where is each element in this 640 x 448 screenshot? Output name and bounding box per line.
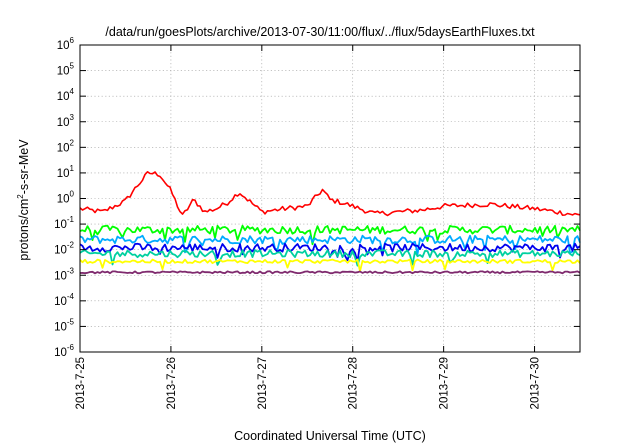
x-tick-label: 2013-7-25	[75, 357, 87, 409]
x-tick-label: 2013-7-28	[348, 357, 360, 409]
y-tick-label: 10-1	[54, 215, 74, 231]
y-tick-label: 10-2	[54, 241, 74, 257]
y-tick-label: 106	[57, 36, 75, 52]
series-group	[79, 171, 581, 275]
x-tick-label: 2013-7-27	[257, 357, 269, 409]
series-line	[79, 249, 581, 267]
x-tick-label: 2013-7-29	[439, 357, 451, 409]
x-axis: 2013-7-25 2013-7-26 2013-7-27 2013-7-28 2013…	[75, 45, 542, 409]
y-tick-label: 100	[57, 190, 75, 206]
series-line	[79, 224, 581, 246]
y-tick-label: 10-3	[54, 266, 74, 282]
x-tick-label: 2013-7-30	[530, 357, 542, 409]
series-line	[79, 234, 581, 256]
series-line	[79, 258, 581, 273]
y-tick-label: 102	[57, 138, 75, 154]
series-line	[79, 270, 581, 275]
y-tick-label: 10-4	[54, 292, 74, 308]
y-tick-label: 103	[57, 113, 75, 129]
y-tick-label: 10-5	[54, 317, 74, 333]
y-axis: 10-6 10-5 10-4 10-3 10-2 10-1 100 101 102 103 104 1…	[54, 36, 580, 359]
chart-title: /data/run/goesPlots/archive/2013-07-30/1…	[105, 25, 535, 39]
y-axis-label: protons/cm2-s-sr-MeV	[16, 139, 31, 261]
x-tick-label: 2013-7-26	[166, 357, 178, 409]
y-tick-label: 10-6	[54, 343, 74, 359]
y-tick-label: 101	[57, 164, 75, 180]
y-tick-label: 104	[57, 87, 75, 103]
y-tick-label: 105	[57, 62, 75, 78]
x-axis-label: Coordinated Universal Time (UTC)	[234, 429, 426, 443]
series-line	[79, 171, 581, 217]
grid	[80, 45, 580, 352]
